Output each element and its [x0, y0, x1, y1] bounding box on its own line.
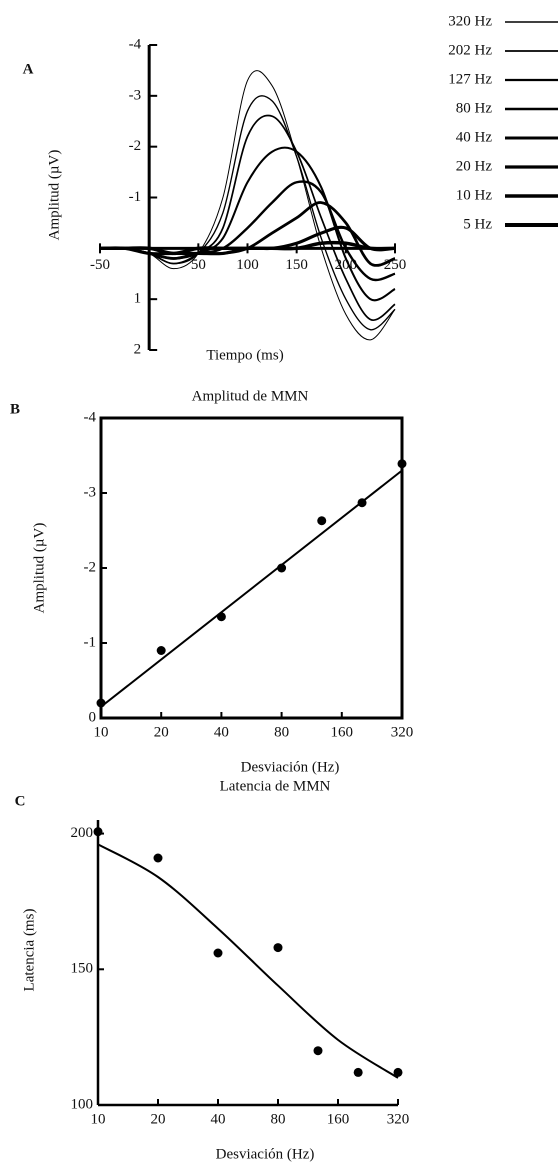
- x-axis-label: Desviación (Hz): [216, 1146, 315, 1162]
- panel-label: A: [23, 61, 34, 77]
- x-tick-label: 40: [214, 724, 229, 740]
- x-tick-label: 80: [271, 1111, 286, 1127]
- y-tick-label: 1: [134, 291, 142, 307]
- data-point: [397, 459, 407, 469]
- y-tick-label: -3: [129, 87, 142, 103]
- y-axis-label: Amplitud (µV): [46, 150, 62, 241]
- data-point: [317, 516, 327, 526]
- x-tick-label: 10: [94, 724, 109, 740]
- y-tick-label: -1: [129, 189, 142, 205]
- chart-title: Amplitud de MMN: [192, 388, 309, 404]
- waveform: [100, 240, 396, 256]
- data-point: [153, 853, 163, 863]
- fit-curve: [97, 843, 399, 1079]
- data-point: [277, 563, 287, 573]
- panel-label: B: [10, 401, 20, 417]
- x-tick-label: 40: [211, 1111, 226, 1127]
- legend-label: 20 Hz: [456, 158, 493, 174]
- data-point: [213, 948, 223, 958]
- data-point: [273, 943, 283, 953]
- panel-label: C: [15, 793, 26, 809]
- y-tick-label: -3: [84, 484, 97, 500]
- x-tick-label: 20: [151, 1111, 166, 1127]
- legend-label: 40 Hz: [456, 129, 493, 145]
- data-point: [357, 498, 367, 508]
- y-tick-label: -4: [129, 36, 142, 52]
- y-tick-label: -2: [84, 559, 97, 575]
- y-tick-label: 150: [71, 961, 94, 977]
- y-axis-label: Amplitud (µV): [31, 523, 47, 614]
- waveform: [99, 146, 396, 302]
- data-point: [216, 612, 226, 622]
- x-tick-label: 160: [327, 1111, 350, 1127]
- y-tick-label: -2: [129, 138, 142, 154]
- waveform: [99, 95, 396, 331]
- legend-label: 127 Hz: [448, 71, 492, 87]
- data-point: [156, 646, 166, 655]
- x-axis-label: Desviación (Hz): [241, 759, 340, 775]
- waveform: [99, 114, 396, 321]
- x-tick-label: 50: [191, 257, 206, 273]
- chart-title: Latencia de MMN: [220, 778, 331, 794]
- y-tick-label: -4: [84, 409, 97, 425]
- x-tick-label: 320: [391, 724, 414, 740]
- x-tick-label: 10: [91, 1111, 106, 1127]
- x-tick-label: 160: [331, 724, 354, 740]
- legend-label: 202 Hz: [448, 42, 492, 58]
- legend-label: 10 Hz: [456, 187, 493, 203]
- legend-label: 80 Hz: [456, 100, 493, 116]
- y-axis-label: Latencia (ms): [21, 909, 37, 992]
- legend-label: 320 Hz: [448, 13, 492, 29]
- x-tick-label: 100: [236, 257, 259, 273]
- plot-frame: [99, 416, 404, 720]
- data-point: [313, 1046, 323, 1056]
- legend-label: 5 Hz: [463, 216, 492, 232]
- data-point: [353, 1067, 363, 1077]
- data-point: [93, 827, 103, 837]
- fit-curve: [100, 469, 403, 708]
- x-tick-label: -50: [90, 257, 110, 273]
- y-tick-label: 200: [71, 825, 94, 841]
- y-tick-label: 2: [134, 341, 142, 357]
- x-tick-label: 80: [274, 724, 289, 740]
- x-tick-label: 320: [387, 1111, 410, 1127]
- x-axis-label: Tiempo (ms): [206, 347, 283, 363]
- y-tick-label: 100: [71, 1096, 94, 1112]
- x-tick-label: 20: [154, 724, 169, 740]
- data-point: [393, 1067, 403, 1077]
- y-tick-label: 0: [89, 709, 97, 725]
- y-tick-label: -1: [84, 634, 97, 650]
- x-tick-label: 150: [285, 257, 308, 273]
- data-point: [96, 698, 106, 708]
